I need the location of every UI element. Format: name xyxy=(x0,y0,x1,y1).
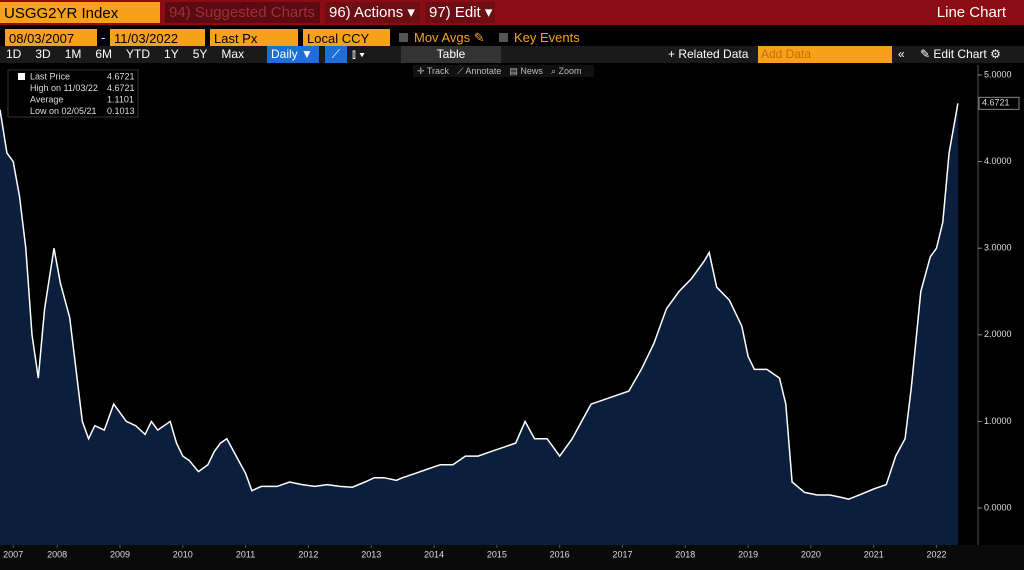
ticker[interactable]: USGG2YR Index xyxy=(0,2,160,23)
collapse[interactable]: « xyxy=(898,47,905,61)
suggested-charts[interactable]: 94) Suggested Charts xyxy=(165,2,320,23)
label: Mov Avgs xyxy=(414,30,471,45)
add-data[interactable]: Add Data xyxy=(758,46,892,63)
last-value-label: 4.6721 xyxy=(982,98,1010,108)
range-button[interactable]: 6M xyxy=(95,47,113,61)
chart-tool[interactable]: Zoom xyxy=(558,66,582,76)
x-tick-label: 2019 xyxy=(738,549,758,559)
currency[interactable]: Local CCY xyxy=(303,29,390,46)
edit-menu[interactable]: 97) Edit ▾ xyxy=(425,2,495,23)
label: Daily xyxy=(271,47,298,61)
ranges: 1D 3D 1M 6M YTD 1Y 5Y Max xyxy=(6,46,258,63)
stats-legend: Last Price 4.6721 High on 11/03/22 4.6721 Av… xyxy=(7,69,139,118)
y-tick-label: 5.0000 xyxy=(984,69,1012,79)
stat-value: 4.6721 xyxy=(107,83,135,93)
label: Key Events xyxy=(514,30,580,45)
y-tick-label: 0.0000 xyxy=(984,502,1012,512)
y-tick-label: 1.0000 xyxy=(984,416,1012,426)
label: 96) Actions xyxy=(329,4,404,21)
dash: - xyxy=(101,30,106,45)
related-data[interactable]: + Related Data xyxy=(668,47,749,61)
range-button[interactable]: YTD xyxy=(126,47,151,61)
x-axis-band xyxy=(0,545,1024,570)
x-tick-label: 2009 xyxy=(110,549,130,559)
x-tick-label: 2010 xyxy=(173,549,193,559)
start-date[interactable]: 08/03/2007 xyxy=(5,29,97,46)
checkbox[interactable] xyxy=(499,33,508,42)
label: 97) Edit xyxy=(429,4,481,21)
stat-value: 0.1013 xyxy=(107,106,135,116)
x-tick-label: 2007 xyxy=(3,549,23,559)
x-tick-label: 2018 xyxy=(675,549,695,559)
checkbox[interactable] xyxy=(399,33,408,42)
stat-label: High on 11/03/22 xyxy=(30,83,98,93)
chart-tool[interactable]: Annotate xyxy=(465,66,502,76)
bar-icon[interactable]: ⫾ ▾ xyxy=(352,47,366,61)
legend-box xyxy=(7,69,139,118)
x-tick-label: 2020 xyxy=(801,549,821,559)
x-tick-label: 2017 xyxy=(612,549,632,559)
x-tick-label: 2014 xyxy=(424,549,444,559)
range-button[interactable]: Max xyxy=(221,47,245,61)
x-tick-label: 2011 xyxy=(236,549,255,559)
chart-tool[interactable]: Track xyxy=(426,66,450,76)
range-button[interactable]: 5Y xyxy=(192,47,208,61)
end-date[interactable]: 11/03/2022 xyxy=(110,29,205,46)
chart-tools: ✛ Track ⟋ Annotate ▤ News ⌕ Zoom xyxy=(413,65,594,77)
chart-tool[interactable]: News xyxy=(520,66,543,76)
mov-avgs[interactable]: Mov Avgs ✎ xyxy=(399,29,485,46)
table-button[interactable]: Table xyxy=(401,46,501,63)
key-events[interactable]: Key Events xyxy=(499,29,580,46)
legend-swatch xyxy=(18,73,25,80)
label: Edit Chart xyxy=(933,47,987,61)
x-tick-label: 2022 xyxy=(927,549,947,559)
area xyxy=(0,103,958,546)
actions-menu[interactable]: 96) Actions ▾ xyxy=(325,2,420,23)
x-tick-label: 2015 xyxy=(487,549,507,559)
view-name: Line Chart xyxy=(936,4,1006,21)
range-button[interactable]: 3D xyxy=(35,47,51,61)
x-tick-label: 2021 xyxy=(864,549,884,559)
y-tick-label: 4.0000 xyxy=(984,156,1012,166)
last-value-box xyxy=(978,96,1020,110)
x-tick-label: 2013 xyxy=(361,549,381,559)
stat-value: 1.1101 xyxy=(107,94,134,104)
stat-value: 4.6721 xyxy=(107,71,135,81)
chart: 0.0000 1.0000 2.0000 3.0000 4.0000 5.0000 2007… xyxy=(0,65,1024,570)
stat-label: Last Price xyxy=(30,71,70,81)
frequency[interactable]: Daily ▼ xyxy=(267,46,319,63)
x-tick-label: 2012 xyxy=(298,549,318,559)
y-tick-label: 2.0000 xyxy=(984,329,1012,339)
stat-label: Low on 02/05/21 xyxy=(30,106,97,116)
range-button[interactable]: 1Y xyxy=(164,47,179,61)
price-line xyxy=(0,103,959,500)
range-button[interactable]: 1M xyxy=(64,47,82,61)
y-tick-label: 3.0000 xyxy=(984,243,1012,253)
stat-label: Average xyxy=(30,94,63,104)
x-tick-label: 2008 xyxy=(47,549,67,559)
edit-chart[interactable]: ✎ Edit Chart ⚙ xyxy=(920,47,1001,61)
range-button[interactable]: 1D xyxy=(6,47,22,61)
x-tick-label: 2016 xyxy=(550,549,570,559)
line-icon[interactable]: ⟋ xyxy=(325,46,347,63)
field[interactable]: Last Px xyxy=(210,29,298,46)
